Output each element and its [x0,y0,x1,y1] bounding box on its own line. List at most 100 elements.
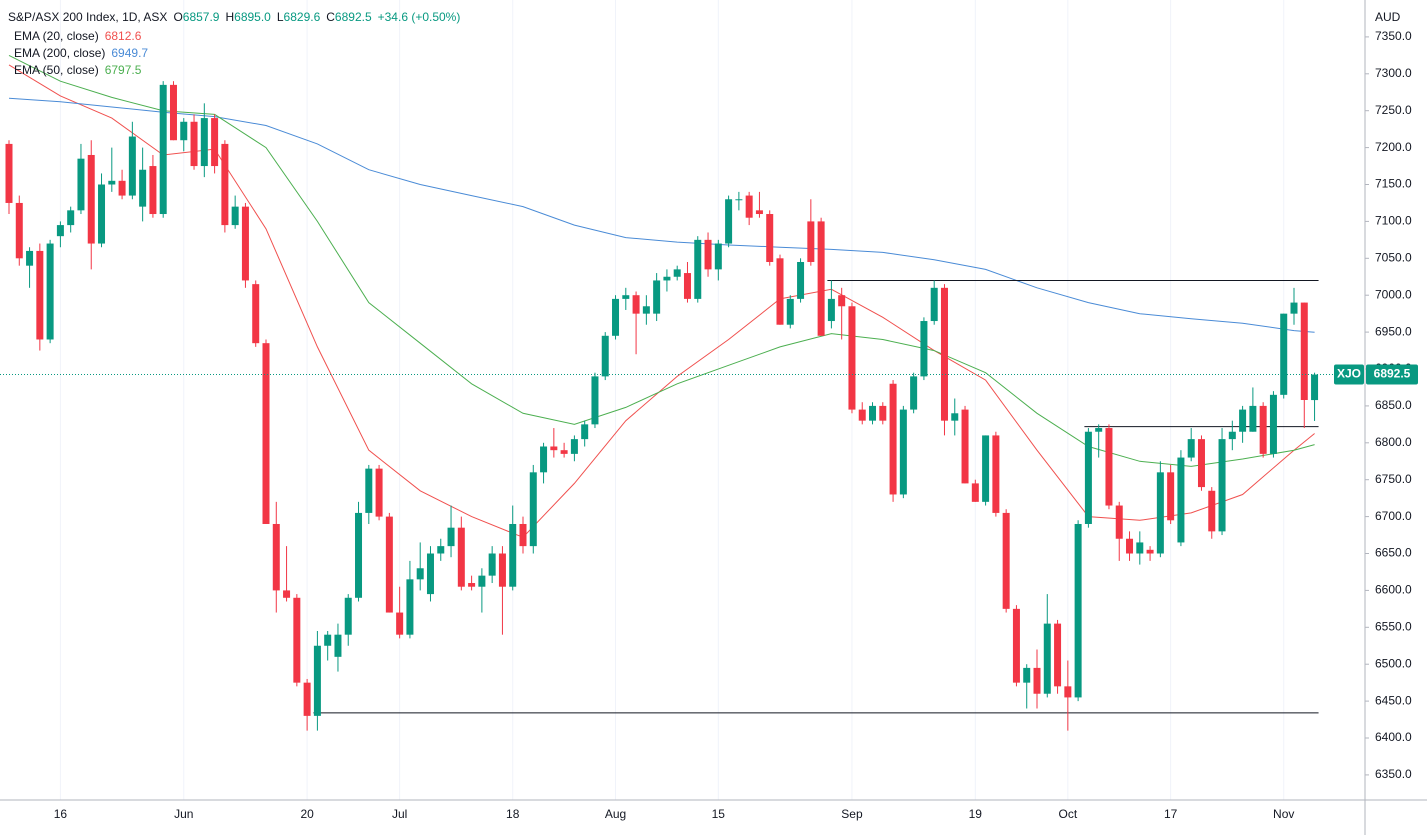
candle-body [498,553,506,587]
quote-key: C [326,10,335,24]
candle-body [488,553,496,576]
candle-body [416,568,424,580]
candle-body [252,284,260,344]
candle-body [735,199,743,201]
y-tick-label: 6950.0 [1375,324,1412,338]
legend-name: EMA (200, close) [14,46,105,60]
x-tick-label: 15 [712,807,726,821]
currency-label: AUD [1375,10,1401,24]
candle-body [159,84,167,215]
candle-body [1054,623,1062,687]
y-tick-label: 7250.0 [1375,103,1412,117]
candle-body [725,199,733,244]
candle-body [632,295,640,314]
candle-body [46,243,54,340]
candle-body [807,221,815,262]
candle-body [879,405,887,421]
candle-body [15,202,23,259]
candle-body [1187,439,1195,458]
candle-body [1105,428,1113,506]
candle-body [468,583,476,587]
candle-body [1126,538,1134,554]
quote-value: 6892.5 [335,10,372,24]
candle-body [211,118,219,167]
candle-body [272,523,280,591]
candle-body [560,450,568,454]
y-tick-label: 7350.0 [1375,29,1412,43]
legend-entry: EMA (200, close) 6949.7 [14,46,148,60]
candle-body [200,118,208,167]
quote-value: 6857.9 [183,10,220,24]
candle-body [581,424,589,440]
candle-body [601,335,609,377]
candle-body [1300,302,1308,400]
candle-body [540,446,548,473]
x-tick-label: 16 [54,807,68,821]
legend-name: EMA (50, close) [14,63,99,77]
candle-body [1033,667,1041,694]
candle-body [334,634,342,657]
candle-body [1290,302,1298,314]
candle-body [1197,439,1205,488]
header: S&P/ASX 200 Index, 1D, ASX O6857.9 H6895.0… [8,10,460,24]
candle-body [673,269,681,277]
y-tick-label: 6750.0 [1375,472,1412,486]
candle-body [231,206,239,226]
candle-body [1208,490,1216,532]
candle-body [478,575,486,587]
candle-body [169,84,177,141]
candle-body [1280,313,1288,395]
candle-body [1156,472,1164,554]
y-tick-label: 7050.0 [1375,250,1412,264]
candle-body [1023,667,1031,683]
candle-body [1115,505,1123,539]
candle-body [1136,542,1144,554]
x-tick-label: 19 [969,807,983,821]
candle-body [406,579,414,635]
candle-body [375,468,383,517]
candle-body [447,527,455,547]
candle-body [550,446,558,451]
x-tick-label: Aug [605,807,626,821]
candle-body [139,169,147,207]
candle-body [1311,374,1319,401]
candle-body [1146,549,1154,554]
candle-body [797,261,805,299]
candle-body [77,158,85,211]
x-tick-label: Sep [841,807,863,821]
x-tick-label: 18 [506,807,520,821]
candle-body [1043,623,1051,694]
candle-body [457,527,465,587]
candle-body [694,239,702,299]
candle-body [653,280,661,314]
legend: S&P/ASX 200 Index, 1D, ASX O6857.9 H6895.0… [8,10,460,77]
y-tick-label: 7100.0 [1375,214,1412,228]
candle-body [437,546,445,554]
y-tick-label: 6550.0 [1375,619,1412,633]
price-box [1366,364,1418,385]
candle-body [241,206,249,281]
y-tick-label: 7000.0 [1375,287,1412,301]
y-tick-label: 6500.0 [1375,656,1412,670]
x-tick-label: Jul [392,807,407,821]
candle-body [1012,608,1020,683]
candle-body [98,184,106,244]
candle-body [961,409,969,484]
candle-body [817,221,825,336]
header-title: S&P/ASX 200 Index, 1D, ASX [8,10,167,24]
candle-body [221,143,229,226]
candle-body [848,306,856,410]
candle-body [786,298,794,325]
candle-body [899,409,907,495]
quote-value: 6829.6 [284,10,321,24]
ema-line [8,97,1315,333]
candle-body [56,225,64,237]
candle-body [992,435,1000,513]
candle-body [36,250,44,340]
y-tick-label: 7150.0 [1375,177,1412,191]
candle-body [570,439,578,454]
